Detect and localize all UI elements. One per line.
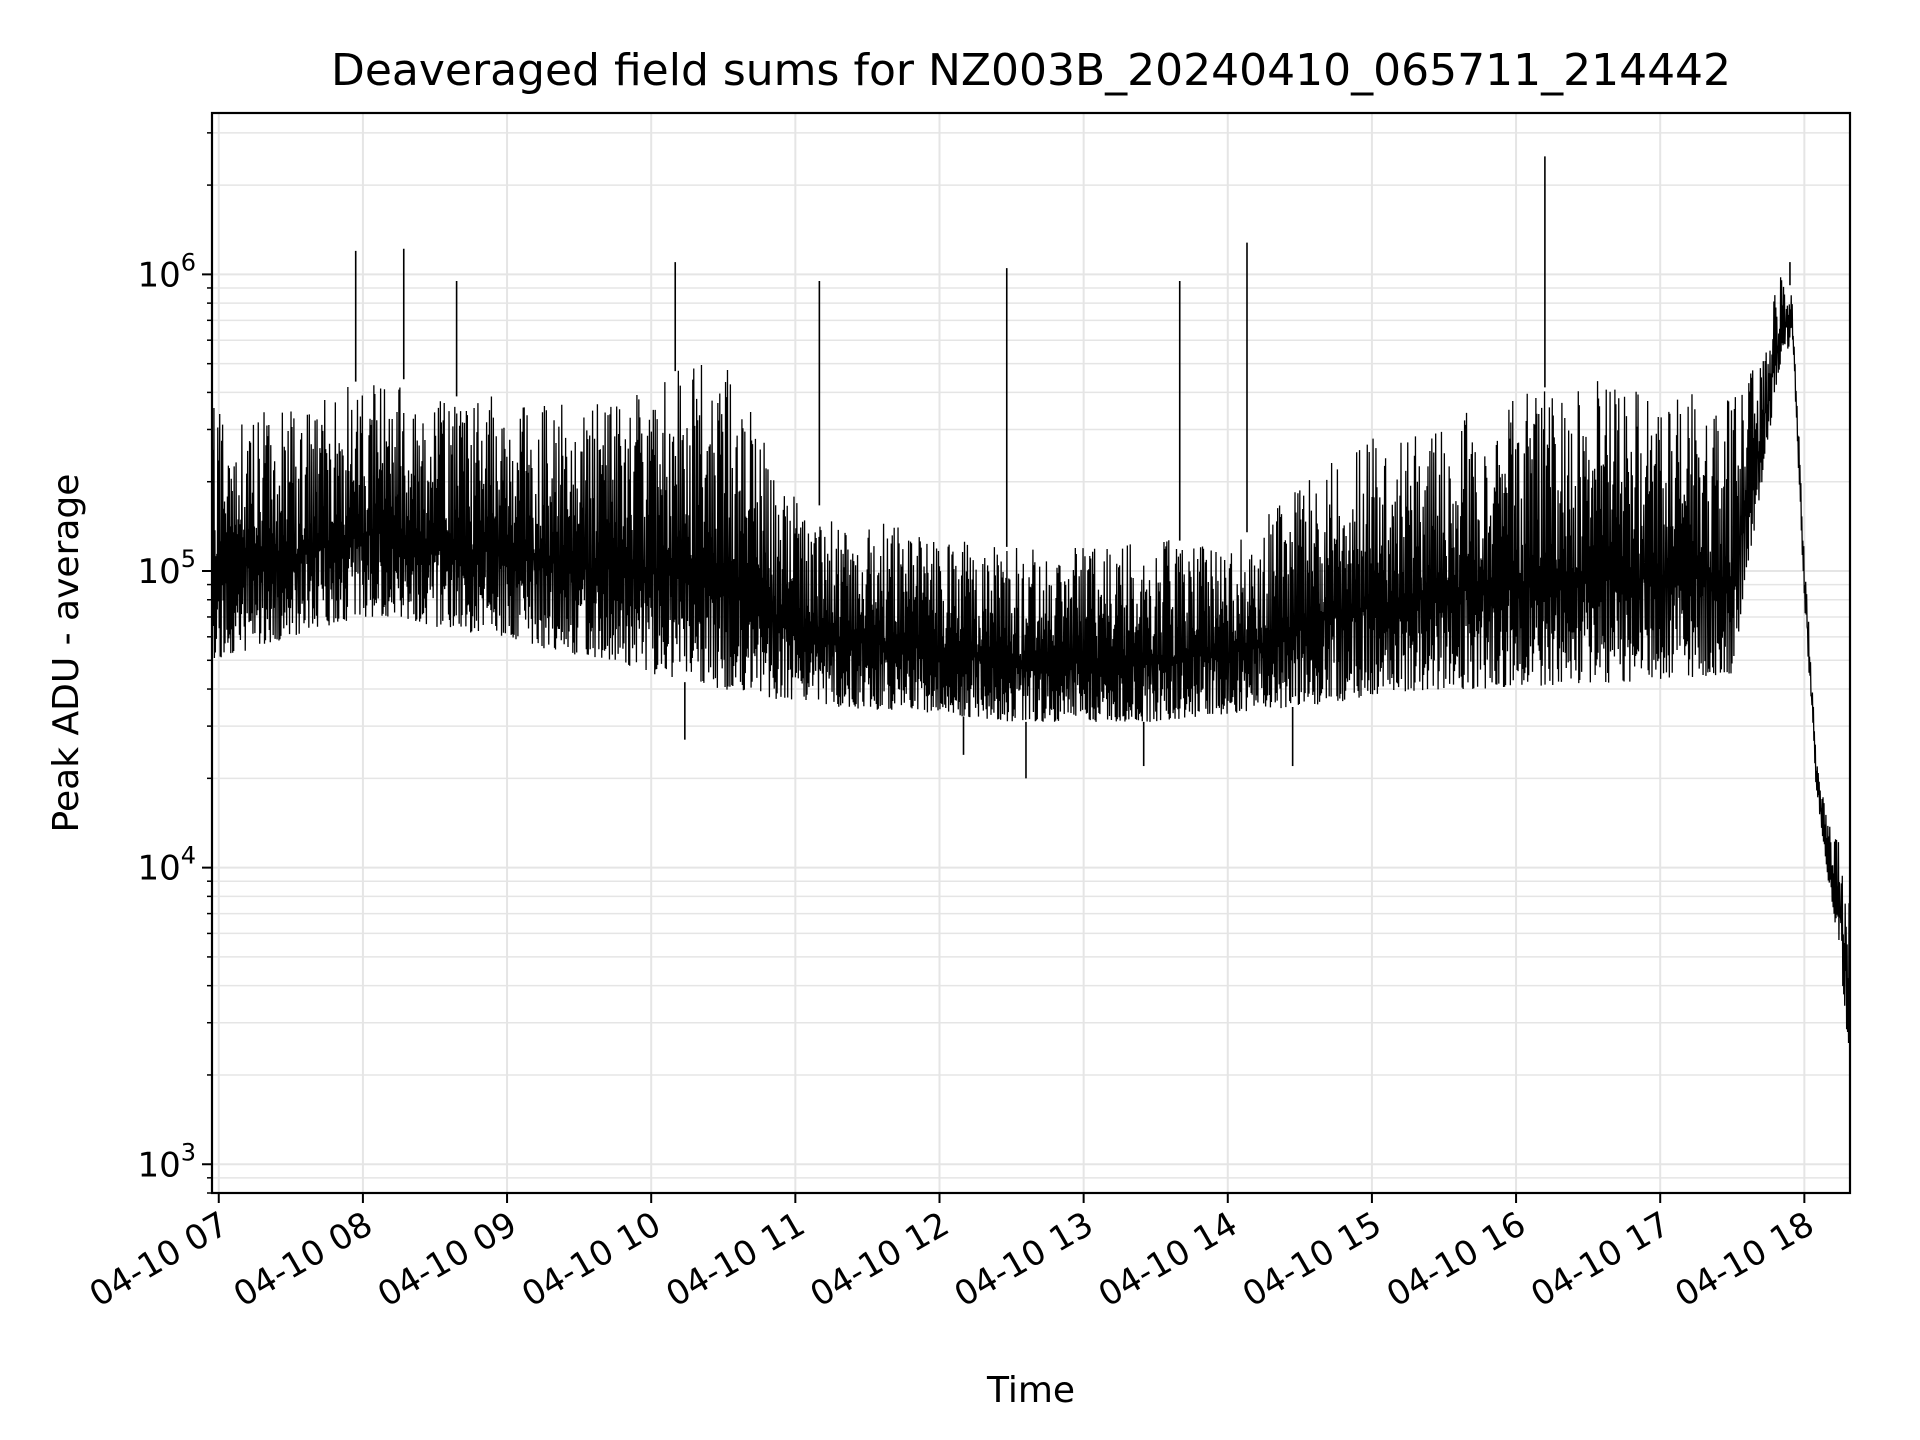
plot-frame [210,111,1852,1195]
chart-title: Deaveraged field sums for NZ003B_2024041… [331,45,1731,96]
grid [212,113,1850,1194]
series-group [211,156,1851,1152]
y-axis: 103 104 105 106 [137,132,212,1194]
y-tick-label: 105 [137,545,196,592]
y-tick-label: 103 [137,1138,196,1185]
y-tick-label: 106 [137,248,196,295]
y-tick-label: 104 [137,842,196,889]
x-axis-label: Time [986,1370,1075,1411]
series-line [211,277,1851,1043]
y-axis-label: Peak ADU - average [46,474,87,833]
